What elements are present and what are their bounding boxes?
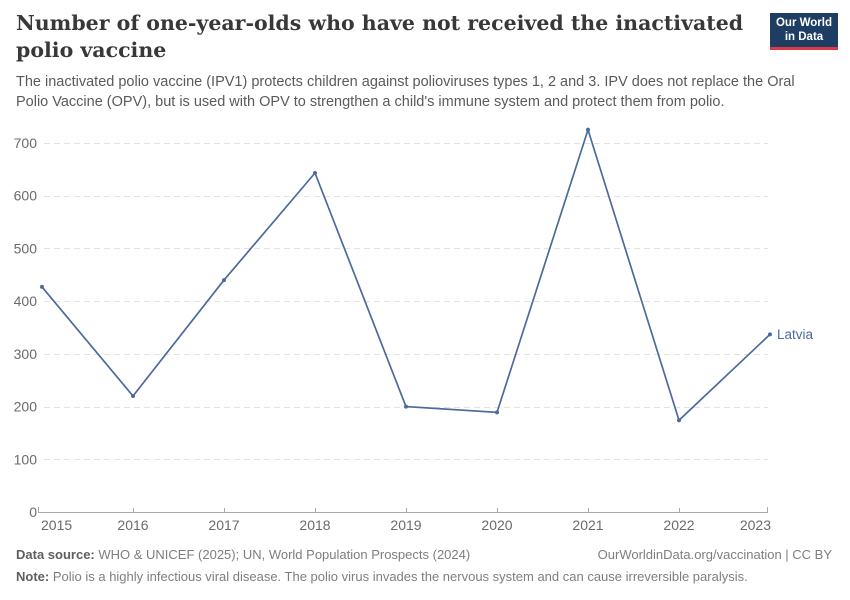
- y-tick-label: 400: [14, 293, 38, 309]
- y-tick-label: 100: [14, 451, 38, 467]
- y-tick-label: 300: [14, 346, 38, 362]
- data-line: [41, 126, 771, 422]
- x-tick-label: 2019: [390, 517, 421, 533]
- data-point: [40, 284, 44, 289]
- y-tick-label: 600: [14, 188, 38, 204]
- note-text: Polio is a highly infectious viral disea…: [49, 569, 748, 584]
- data-point: [768, 332, 772, 337]
- x-tick-label: 2017: [208, 517, 239, 533]
- data-point: [495, 410, 499, 415]
- x-tick-label: 2016: [117, 517, 148, 533]
- note-label: Note:: [16, 569, 50, 584]
- owid-link[interactable]: OurWorldinData.org/vaccination | CC BY: [597, 547, 832, 562]
- x-tick-label: 2020: [481, 517, 512, 533]
- x-tick-label: 2023: [740, 517, 771, 533]
- data-source-text: WHO & UNICEF (2025); UN, World Populatio…: [94, 547, 471, 562]
- data-source-label: Data source:: [16, 547, 95, 562]
- y-tick-label: 700: [14, 135, 38, 151]
- series-end-label: Latvia: [777, 327, 814, 342]
- note-line: Note: Polio is a highly infectious viral…: [16, 568, 832, 585]
- owid-logo-line1: Our World: [775, 17, 832, 29]
- y-tick-label: 0: [29, 504, 37, 520]
- data-point: [313, 171, 317, 175]
- chart-subtitle: The inactivated polio vaccine (IPV1) pro…: [16, 74, 795, 110]
- x-tick-label: 2022: [663, 517, 694, 533]
- data-point: [404, 404, 408, 409]
- data-point: [586, 127, 590, 132]
- chart-footer: Data source: WHO & UNICEF (2025); UN, Wo…: [16, 546, 832, 585]
- x-tick-label: 2015: [41, 517, 72, 533]
- x-tick-label: 2021: [572, 517, 603, 533]
- y-tick-label: 200: [14, 399, 38, 415]
- data-source-line: Data source: WHO & UNICEF (2025); UN, Wo…: [16, 546, 470, 563]
- owid-logo: Our World in Data: [770, 13, 838, 50]
- owid-logo-line2: in Data: [784, 30, 824, 43]
- page-title: Number of one-year-olds who have not rec…: [16, 11, 744, 62]
- data-point: [222, 278, 226, 283]
- data-point: [677, 418, 681, 423]
- data-point: [131, 394, 135, 398]
- x-tick-label: 2018: [299, 517, 330, 533]
- y-tick-label: 500: [14, 240, 38, 256]
